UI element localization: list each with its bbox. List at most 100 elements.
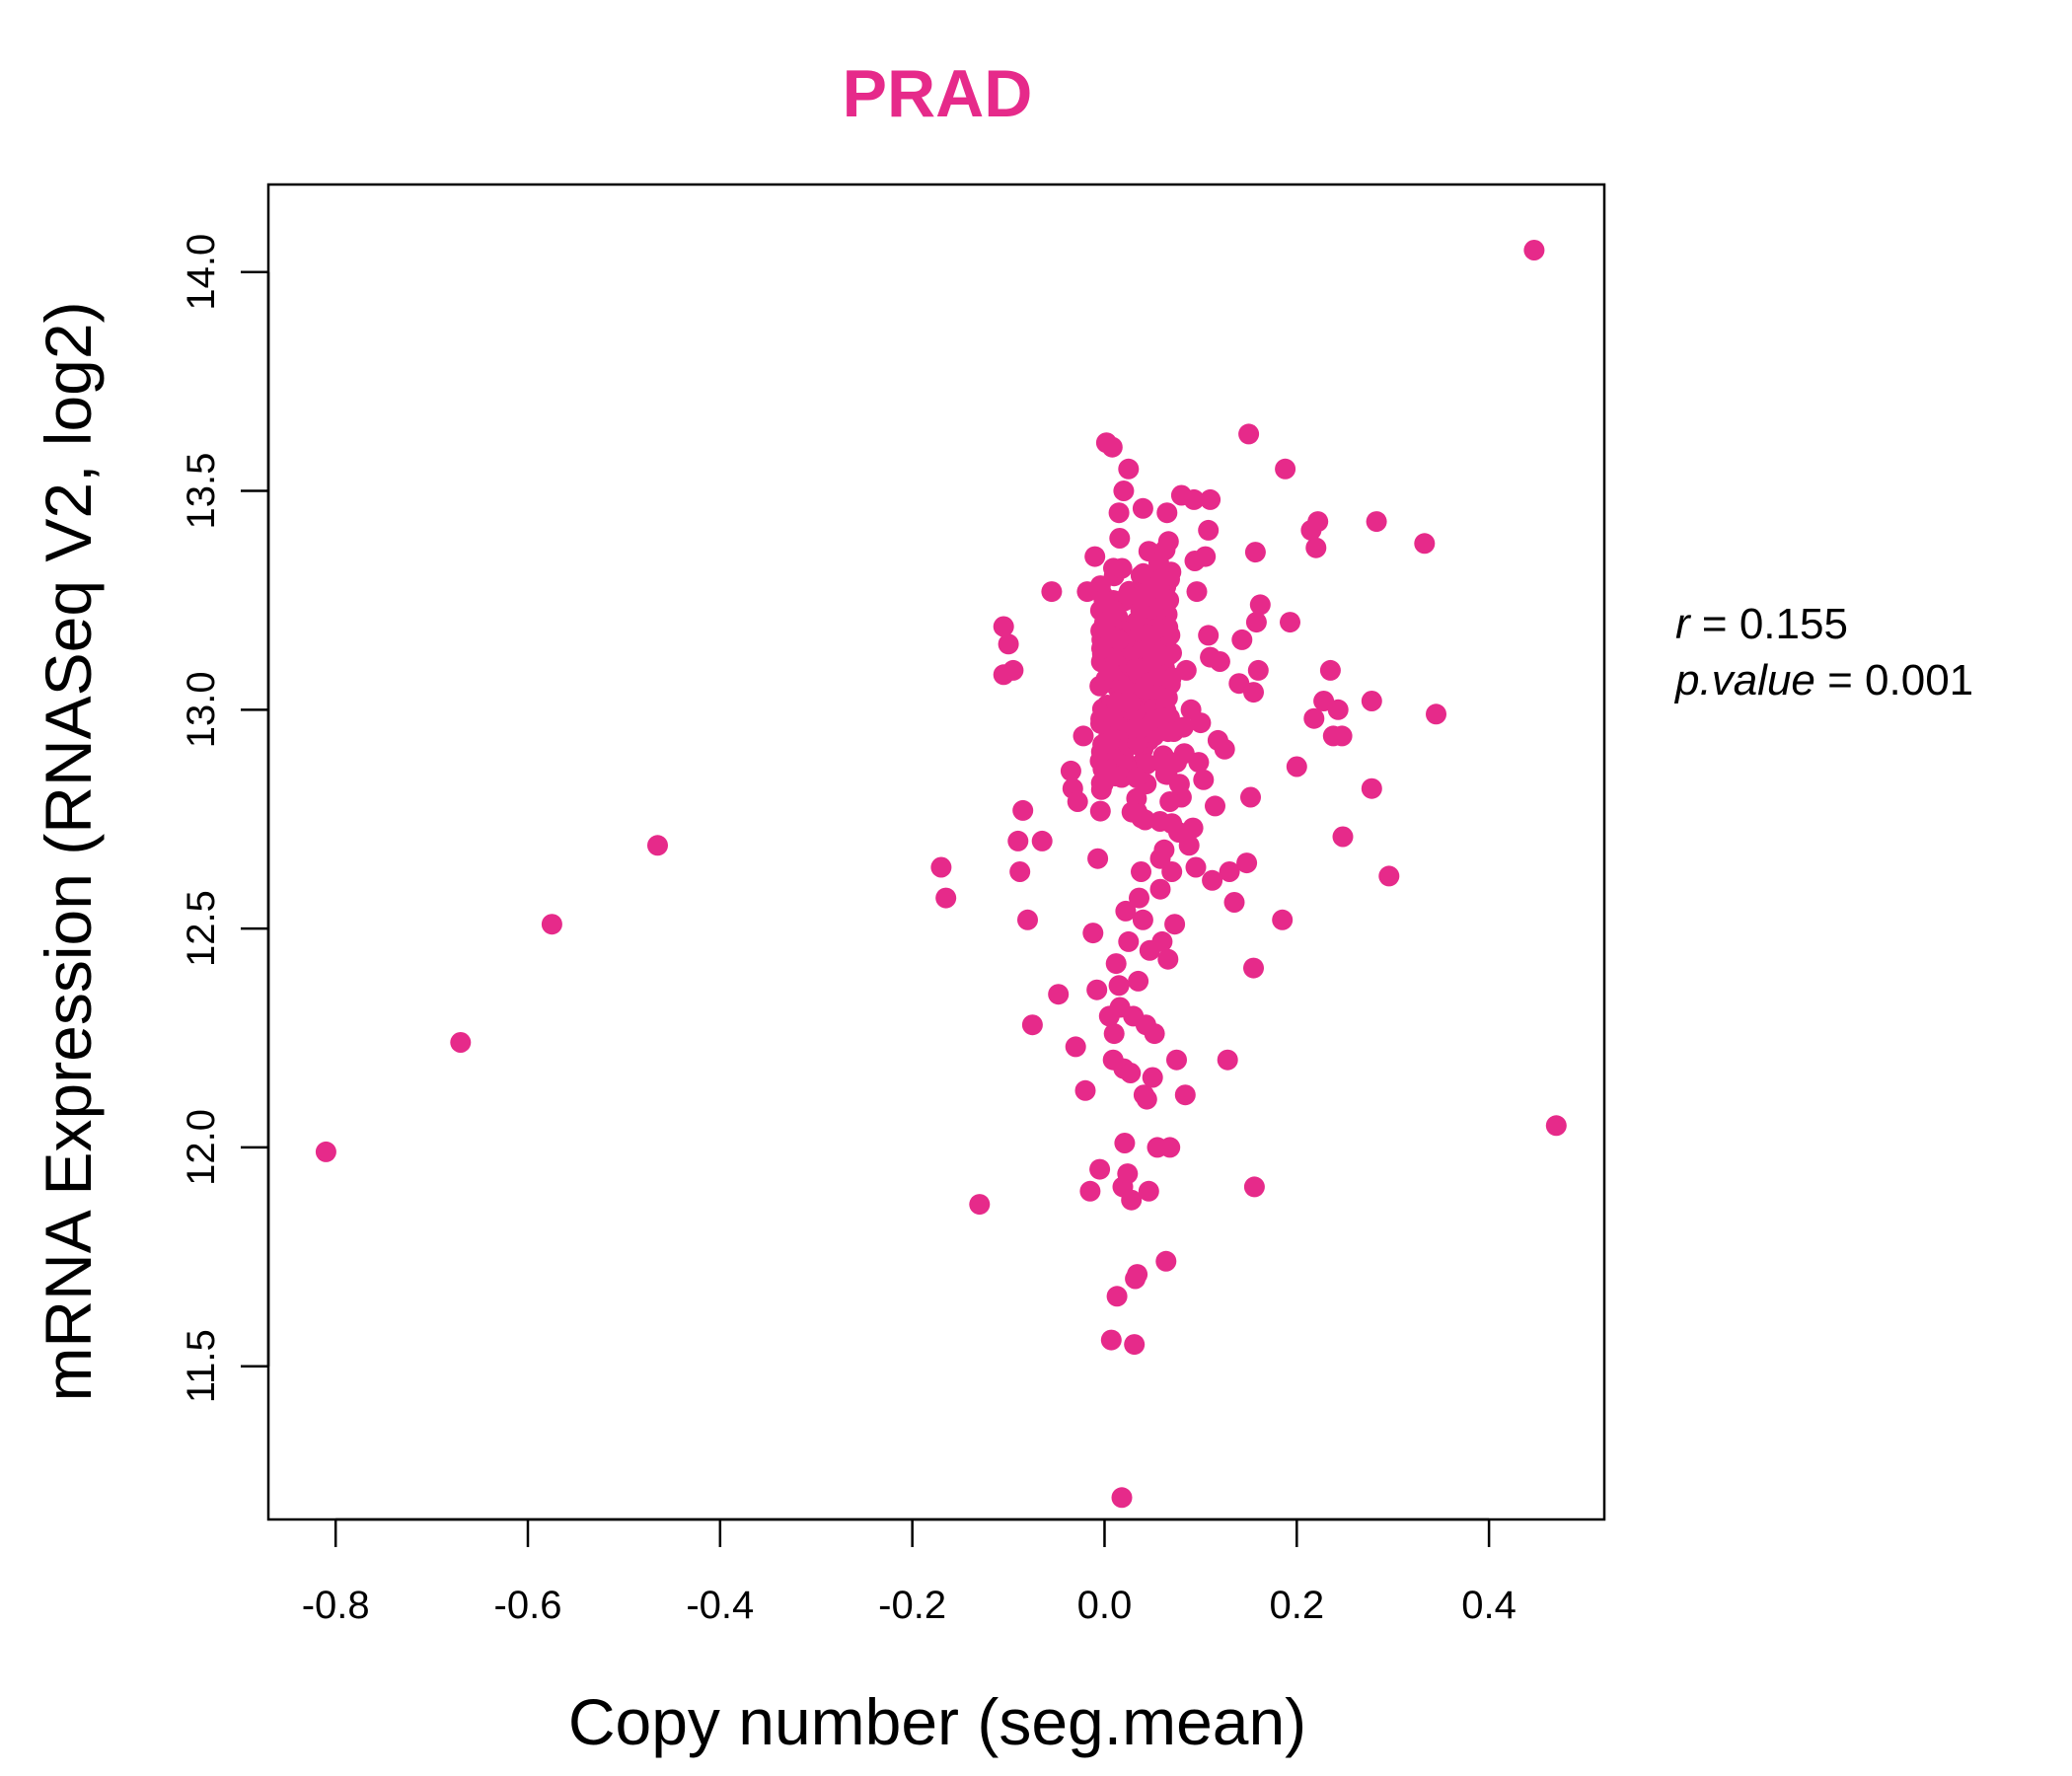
data-point bbox=[1108, 502, 1130, 524]
x-tick-label: -0.8 bbox=[302, 1584, 370, 1627]
y-tick-label: 12.5 bbox=[180, 890, 223, 967]
data-point bbox=[1156, 502, 1178, 524]
p-value-stat: p.value = 0.001 bbox=[1673, 656, 1973, 704]
x-axis-label: Copy number (seg.mean) bbox=[568, 1685, 1306, 1758]
data-point bbox=[1017, 909, 1038, 930]
data-point bbox=[1100, 1329, 1122, 1351]
data-point bbox=[1275, 458, 1296, 480]
data-point bbox=[1133, 562, 1154, 584]
y-tick-label: 13.0 bbox=[180, 671, 223, 748]
data-point bbox=[1106, 692, 1128, 713]
data-point bbox=[1060, 760, 1081, 781]
data-point bbox=[1074, 1079, 1096, 1101]
x-tick-label: 0.0 bbox=[1077, 1584, 1133, 1627]
data-point bbox=[1523, 240, 1545, 260]
data-point bbox=[1149, 848, 1171, 869]
x-tick-label: -0.4 bbox=[686, 1584, 754, 1627]
x-tick-label: 0.4 bbox=[1461, 1584, 1517, 1627]
data-point bbox=[1193, 769, 1215, 790]
data-point bbox=[1231, 629, 1253, 650]
x-axis: -0.8 -0.6 -0.4 -0.2 0.0 0.2 0.4 bbox=[302, 1517, 1517, 1627]
data-point bbox=[1118, 458, 1140, 480]
data-point bbox=[1243, 957, 1264, 979]
y-axis-label: mRNA Expression (RNASeq V2, log2) bbox=[32, 301, 105, 1401]
data-point bbox=[1175, 659, 1197, 681]
data-point bbox=[1132, 909, 1153, 930]
data-point bbox=[1168, 774, 1190, 795]
data-point bbox=[1124, 1334, 1146, 1356]
data-point bbox=[1185, 856, 1207, 878]
data-point bbox=[1195, 546, 1217, 567]
data-point bbox=[1161, 813, 1183, 835]
correlation-stat: r = 0.155 bbox=[1675, 600, 1848, 648]
data-point bbox=[1157, 948, 1179, 970]
p-value: 0.001 bbox=[1865, 656, 1973, 704]
data-point bbox=[1130, 717, 1151, 739]
data-point bbox=[1366, 511, 1387, 533]
data-point bbox=[1198, 519, 1220, 541]
data-point bbox=[1079, 1180, 1101, 1202]
r-value: 0.155 bbox=[1739, 600, 1848, 648]
y-tick-label: 12.0 bbox=[180, 1109, 223, 1186]
data-point bbox=[1150, 707, 1172, 729]
data-point bbox=[1166, 1049, 1187, 1071]
data-point bbox=[1378, 865, 1400, 887]
data-point bbox=[1125, 658, 1147, 680]
data-point bbox=[1101, 436, 1123, 458]
data-point bbox=[1236, 852, 1258, 874]
data-point bbox=[1272, 909, 1294, 930]
data-point bbox=[1131, 861, 1151, 882]
r-label: r bbox=[1675, 600, 1692, 648]
y-tick-label: 11.5 bbox=[180, 1329, 223, 1403]
data-point bbox=[969, 1194, 991, 1216]
data-point bbox=[1147, 552, 1169, 573]
data-point bbox=[1117, 584, 1139, 606]
data-point bbox=[1186, 581, 1208, 603]
data-point bbox=[1172, 716, 1194, 738]
data-point bbox=[1243, 1176, 1265, 1198]
data-point bbox=[450, 1032, 472, 1053]
data-point bbox=[1091, 637, 1112, 659]
data-point bbox=[1150, 568, 1172, 590]
data-point bbox=[1089, 675, 1111, 697]
data-point bbox=[647, 835, 668, 856]
plot-frame bbox=[266, 183, 1606, 1521]
data-point bbox=[1105, 953, 1127, 975]
data-point bbox=[993, 616, 1014, 637]
data-point bbox=[1156, 687, 1178, 708]
data-point bbox=[1121, 1189, 1143, 1211]
p-label: p.value bbox=[1673, 656, 1815, 704]
data-point bbox=[1303, 707, 1325, 729]
data-point bbox=[1087, 848, 1109, 869]
data-point bbox=[1048, 984, 1070, 1005]
data-point bbox=[1002, 659, 1024, 681]
data-point bbox=[1136, 1088, 1157, 1110]
y-tick-label: 14.0 bbox=[180, 234, 223, 311]
data-point bbox=[1129, 887, 1149, 909]
data-point bbox=[1138, 1180, 1159, 1202]
y-tick-label: 13.5 bbox=[180, 453, 223, 530]
data-point bbox=[1117, 1163, 1139, 1185]
data-point bbox=[1094, 612, 1115, 633]
data-point bbox=[1132, 497, 1153, 519]
data-point bbox=[1065, 1036, 1086, 1058]
chart-title: PRAD bbox=[843, 56, 1033, 131]
data-point bbox=[930, 856, 952, 878]
data-point bbox=[541, 914, 562, 935]
data-point bbox=[1209, 651, 1230, 672]
data-point bbox=[1009, 861, 1031, 882]
data-point bbox=[1115, 900, 1137, 922]
data-point bbox=[1111, 1487, 1133, 1509]
data-point bbox=[1280, 612, 1300, 633]
data-point bbox=[1155, 1250, 1177, 1272]
data-point bbox=[935, 887, 957, 909]
data-point bbox=[1142, 1067, 1163, 1088]
data-point bbox=[1098, 660, 1120, 682]
data-point bbox=[1414, 533, 1436, 555]
data-point bbox=[1164, 914, 1186, 935]
data-point bbox=[1157, 531, 1179, 553]
data-point bbox=[1076, 581, 1098, 603]
data-point bbox=[1327, 699, 1349, 720]
data-point bbox=[1109, 528, 1131, 549]
data-point bbox=[1545, 1115, 1567, 1137]
